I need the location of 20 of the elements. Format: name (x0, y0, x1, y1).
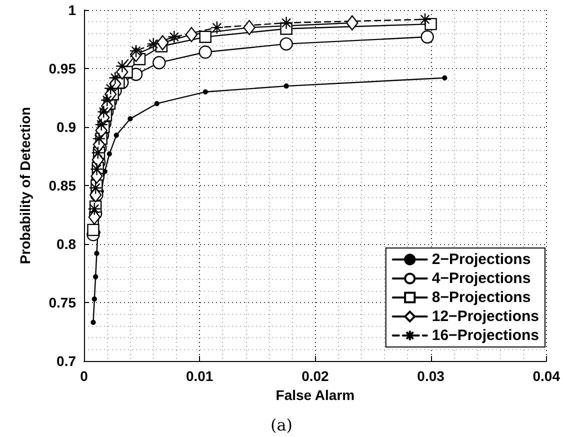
y-tick-label: 0.8 (56, 236, 76, 252)
y-axis-title: Probability of Detection (17, 106, 33, 264)
text: (a) (270, 416, 293, 434)
legend-label: 12−Projections (432, 308, 540, 325)
y-tick-label: 0.9 (56, 119, 76, 135)
y-tick-label: 0.95 (48, 60, 76, 76)
legend-label: 16−Projections (432, 327, 540, 344)
x-tick-label: 0.04 (532, 368, 560, 384)
y-tick-label: 0.7 (56, 353, 76, 369)
y-tick-label: 0.85 (48, 178, 76, 194)
y-tick-label: 0.75 (48, 294, 76, 310)
legend-label: 2−Projections (432, 251, 531, 268)
y-tick-label: 1 (68, 2, 76, 18)
x-tick-label: 0.02 (302, 368, 330, 384)
legend-label: 4−Projections (432, 270, 531, 287)
x-tick-label: 0 (80, 368, 88, 384)
x-tick-label: 0.01 (186, 368, 214, 384)
x-axis-title: False Alarm (276, 386, 355, 403)
legend-label: 8−Projections (432, 289, 531, 306)
x-tick-label: 0.03 (417, 368, 445, 384)
